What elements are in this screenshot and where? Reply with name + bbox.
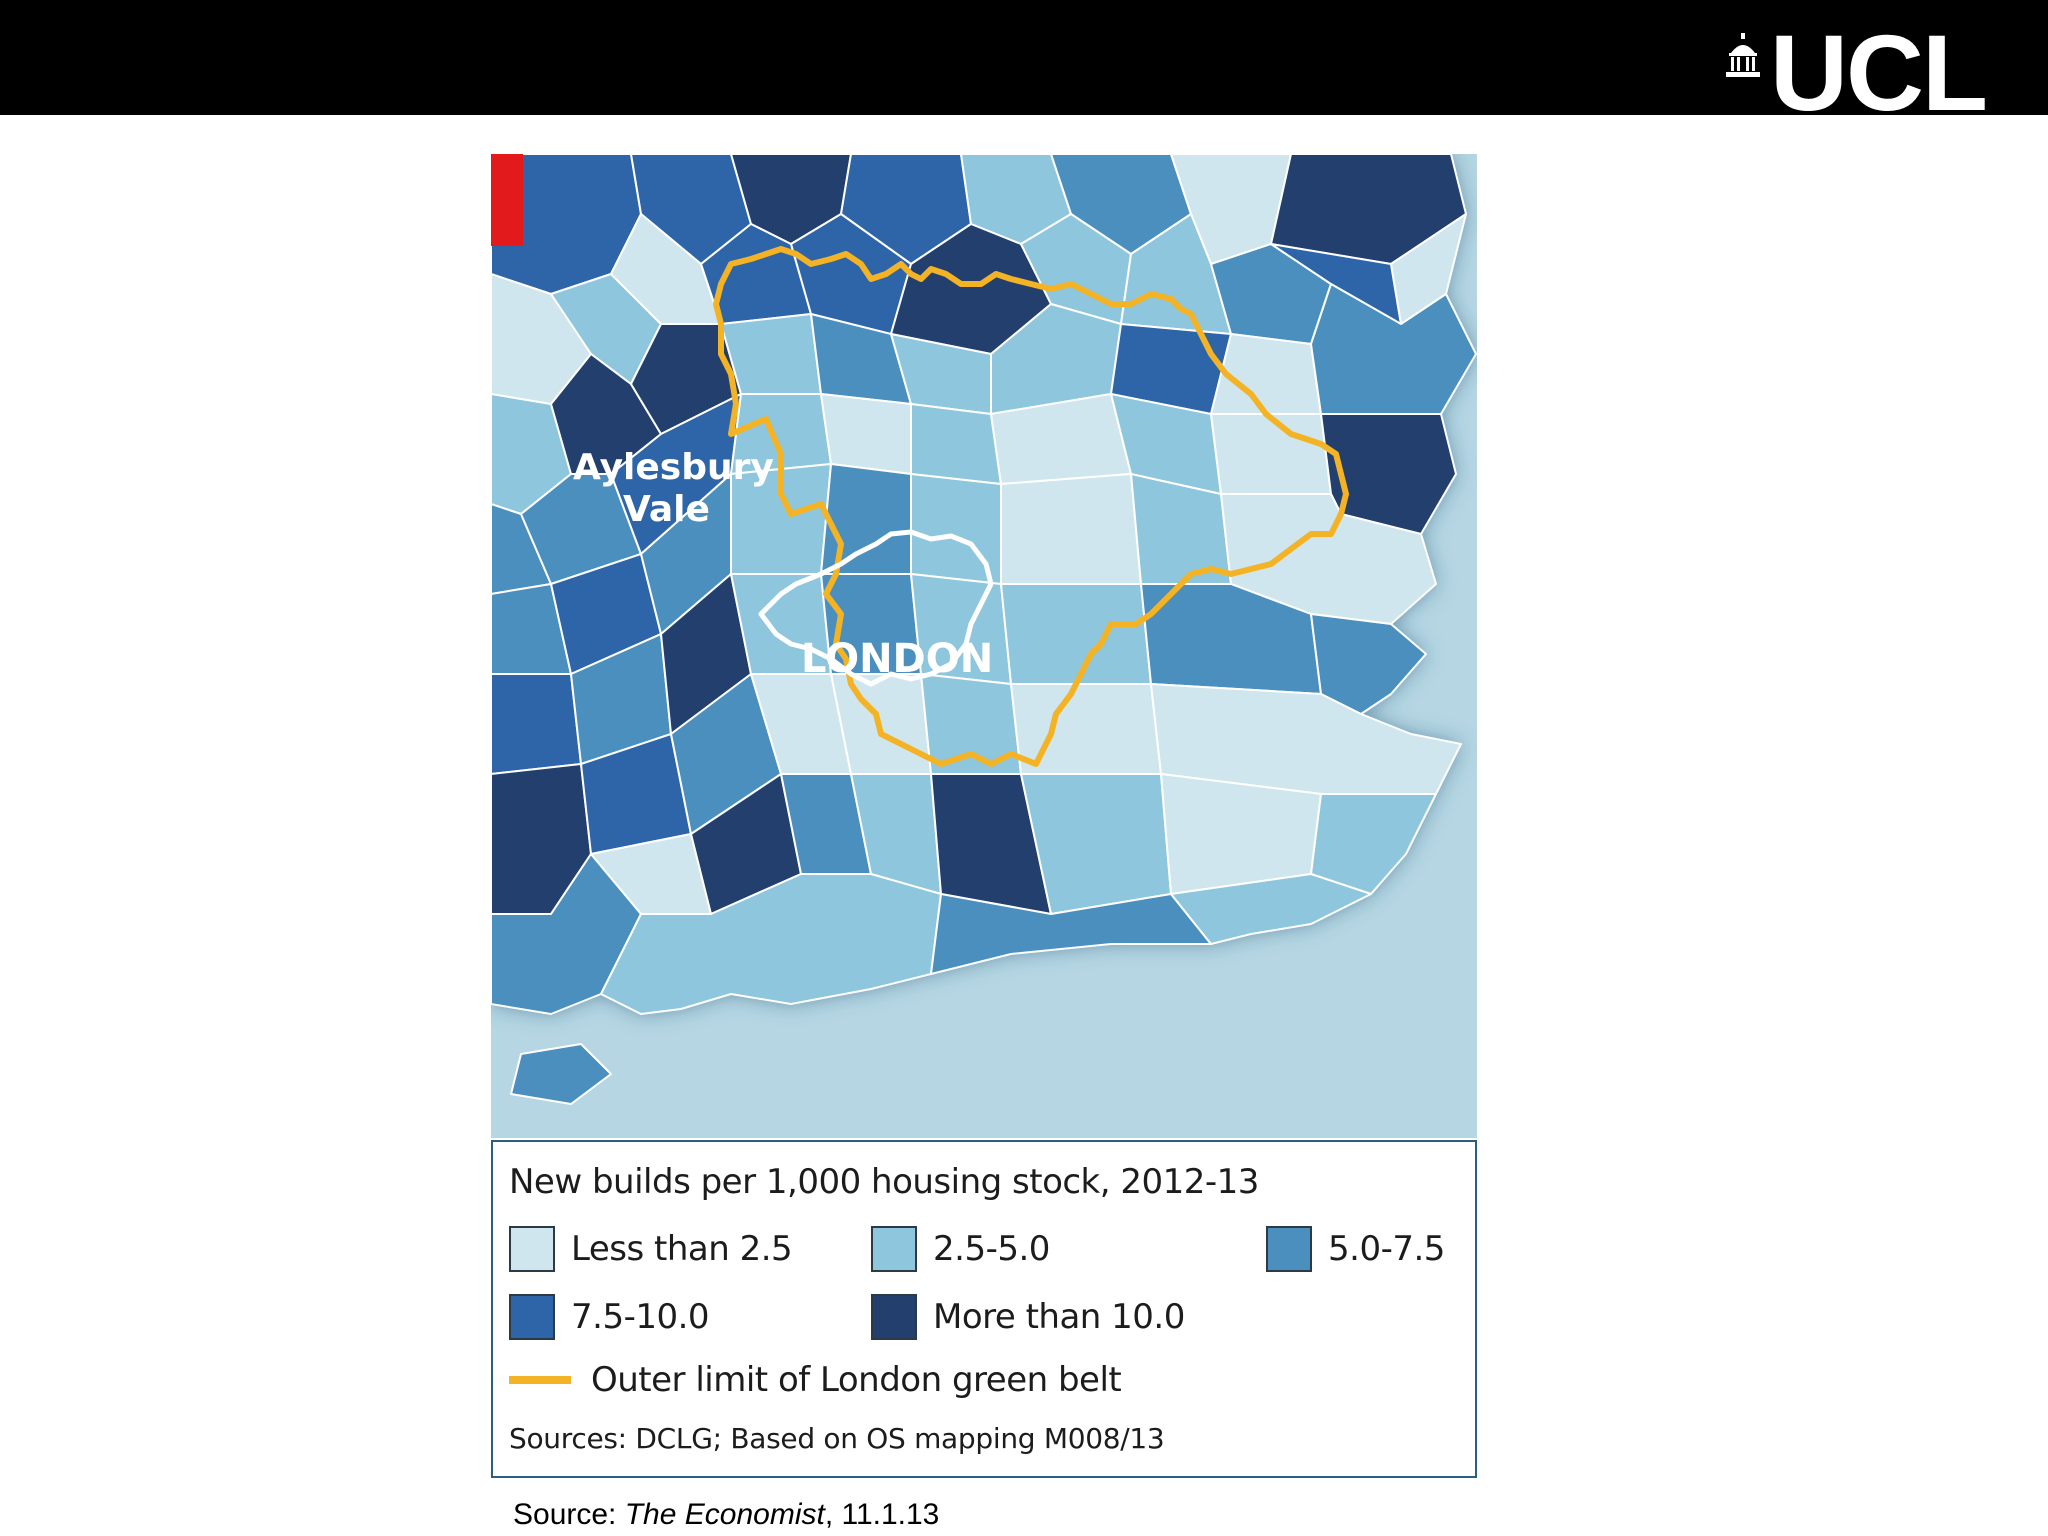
housing-map: Aylesbury Vale LONDON: [491, 154, 1477, 1138]
legend-swatch: [871, 1294, 917, 1340]
legend-swatch: [1266, 1226, 1312, 1272]
legend-label: Less than 2.5: [571, 1229, 793, 1269]
source-date: , 11.1.13: [824, 1498, 940, 1531]
legend-title: New builds per 1,000 housing stock, 2012…: [509, 1162, 1259, 1202]
london-label: LONDON: [801, 636, 993, 682]
aylesbury-label-line2: Vale: [623, 489, 710, 530]
map-legend: New builds per 1,000 housing stock, 2012…: [491, 1140, 1477, 1478]
districts: [491, 154, 1477, 1105]
source-citation: Source: The Economist, 11.1.13: [513, 1498, 939, 1532]
legend-label: 5.0-7.5: [1328, 1229, 1445, 1269]
ucl-logo: UCL: [1726, 30, 1986, 115]
source-publication: The Economist: [624, 1498, 825, 1531]
legend-label: 2.5-5.0: [933, 1229, 1050, 1269]
map-canvas: Aylesbury Vale LONDON: [491, 154, 1477, 1138]
green-belt-line-swatch: [509, 1376, 571, 1384]
economist-figure: Aylesbury Vale LONDON New builds per 1,0…: [491, 154, 1477, 1478]
legend-item-more-than-10-0: More than 10.0: [871, 1294, 1185, 1340]
aylesbury-label-line1: Aylesbury: [573, 447, 774, 488]
legend-swatch: [509, 1294, 555, 1340]
header-bar: UCL: [0, 0, 2048, 115]
green-belt-outline: [713, 246, 1349, 767]
legend-swatch: [871, 1226, 917, 1272]
legend-swatch: [509, 1226, 555, 1272]
legend-label: Outer limit of London green belt: [591, 1360, 1122, 1400]
legend-label: More than 10.0: [933, 1297, 1185, 1337]
legend-label: 7.5-10.0: [571, 1297, 710, 1337]
legend-item-5-0-7-5: 5.0-7.5: [1266, 1226, 1445, 1272]
legend-sources: Sources: DCLG; Based on OS mapping M008/…: [509, 1422, 1165, 1455]
legend-item-2-5-5-0: 2.5-5.0: [871, 1226, 1050, 1272]
source-prefix: Source:: [513, 1498, 625, 1531]
legend-item-green-belt: Outer limit of London green belt: [509, 1360, 1122, 1400]
london-outline: [758, 529, 994, 687]
legend-item-7-5-10-0: 7.5-10.0: [509, 1294, 710, 1340]
legend-item-less-than-2-5: Less than 2.5: [509, 1226, 793, 1272]
portico-dome-icon: [1726, 33, 1761, 77]
red-accent-tab: [491, 154, 523, 246]
logo-text: UCL: [1770, 30, 1986, 115]
